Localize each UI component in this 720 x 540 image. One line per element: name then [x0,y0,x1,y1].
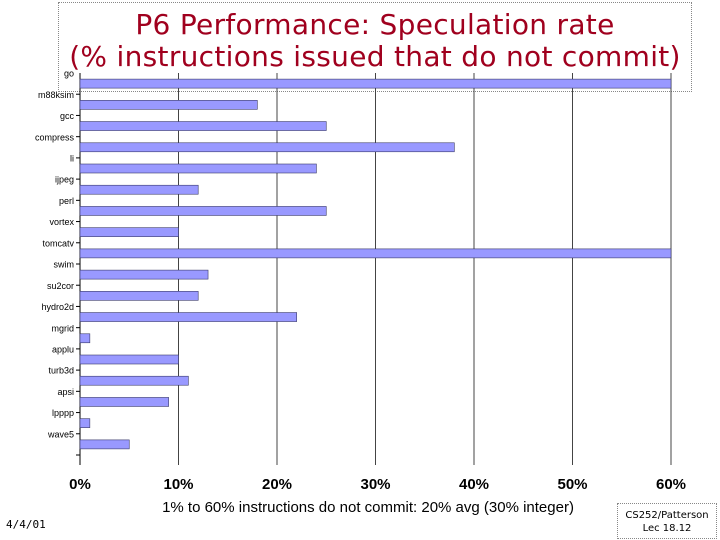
x-axis-label: 1% to 60% instructions do not commit: 20… [162,499,574,516]
category-label: go [64,69,74,79]
category-label: m88ksim [38,90,74,100]
x-tick-label: 0% [69,476,91,493]
bar [79,121,327,131]
bar [79,439,130,450]
category-label: mgrid [51,323,74,333]
bar [79,269,209,280]
bar [79,312,297,322]
category-label: tomcatv [42,238,74,248]
bar [79,248,672,259]
x-tick-label: 20% [262,476,292,493]
title-box: P6 Performance: Speculation rate (% inst… [58,2,692,92]
bar [79,184,199,195]
bar [79,78,672,89]
bar [79,100,258,110]
category-label: vortex [49,217,74,227]
slide-date: 4/4/01 [6,518,46,531]
bar [79,142,455,153]
category-label: hydro2d [41,302,74,312]
title-line-2: (% instructions issued that do not commi… [69,40,681,73]
category-label: swim [54,260,75,270]
bar [79,375,189,386]
bar [79,227,179,237]
slide-title: P6 Performance: Speculation rate (% inst… [59,9,691,73]
x-tick-label: 10% [163,476,193,493]
category-label: li [70,154,74,164]
title-line-1: P6 Performance: Speculation rate [135,8,615,41]
bar [79,163,317,174]
course-label: CS252/Patterson [625,510,709,521]
x-tick-label: 30% [360,476,390,493]
x-tick-label: 50% [557,476,587,493]
x-tick-label: 60% [656,476,686,493]
category-label: turb3d [48,366,74,376]
lecture-label: Lec 18.12 [642,523,692,534]
bar [79,418,91,428]
x-tick-label: 40% [459,476,489,493]
category-label: wave5 [47,429,74,439]
bar [79,291,199,301]
bar [79,206,327,216]
category-label: perl [59,196,74,206]
category-label: ijpeg [55,175,74,185]
category-label: gcc [60,111,75,121]
category-label: compress [35,132,75,142]
bar [79,397,169,407]
bar [79,333,91,344]
category-label: su2cor [47,281,74,291]
bar [79,354,179,365]
category-label: lpppp [52,408,74,418]
slide-footer: CS252/Patterson Lec 18.12 [617,503,717,539]
category-label: applu [52,345,74,355]
category-label: apsi [57,387,74,397]
